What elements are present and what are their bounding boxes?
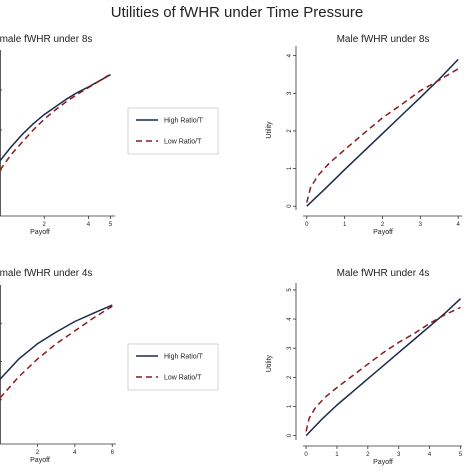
y-tick-label: 0 xyxy=(287,204,293,208)
y-tick-label: 4 xyxy=(287,53,293,57)
y-tick-label: 3 xyxy=(287,91,293,95)
x-tick-label: 2 xyxy=(36,450,40,456)
x-axis-title: Payoff xyxy=(30,229,50,236)
x-tick-label: 5 xyxy=(459,452,463,458)
panel-title: male fWHR under 4s xyxy=(0,268,92,279)
x-axis-title: Payoff xyxy=(30,457,50,464)
chart-panel: male fWHR under 4s 2 4 6 Payoff xyxy=(0,268,116,464)
legend-label: Low Ratio/T xyxy=(164,375,202,382)
series-line xyxy=(0,73,111,171)
figure-title: Utilities of fWHR under Time Pressure xyxy=(111,4,364,21)
x-tick-label: 3 xyxy=(419,222,423,228)
y-tick-label: 2 xyxy=(287,129,293,133)
x-tick-label: 2 xyxy=(381,222,385,228)
series-line xyxy=(305,298,462,437)
x-tick-label: 5 xyxy=(109,222,113,228)
x-tick-label: 3 xyxy=(397,452,401,458)
chart-panel: male fWHR under 8s 2 4 5 Payoff xyxy=(0,34,115,236)
x-axis-title: Payoff xyxy=(373,459,393,466)
chart-panel: Male fWHR under 8s 0 1 2 3 4 Payoff 0 1 2 3 4 Utilit… xyxy=(266,34,462,236)
legend-frame xyxy=(127,107,219,155)
x-tick-label: 4 xyxy=(457,222,461,228)
series-line xyxy=(0,304,113,380)
series-line xyxy=(0,73,111,162)
legend: High Ratio/T Low Ratio/T xyxy=(127,107,219,155)
legend-label: High Ratio/T xyxy=(164,118,204,125)
y-tick-label: 5 xyxy=(287,288,293,292)
y-axis-title: Utility xyxy=(266,354,273,372)
y-tick-label: 3 xyxy=(287,346,293,350)
series-line xyxy=(306,58,459,207)
chart-panel: Male fWHR under 4s 0 1 2 3 4 5 Payoff 0 1 2 3 4 5 Util… xyxy=(266,268,463,466)
series-line xyxy=(305,306,461,432)
panel-title: Male fWHR under 8s xyxy=(337,34,430,45)
legend-label: Low Ratio/T xyxy=(164,139,202,146)
x-tick-label: 4 xyxy=(87,222,91,228)
y-tick-label: 4 xyxy=(287,317,293,321)
y-tick-label: 1 xyxy=(287,166,293,170)
series-line xyxy=(0,305,113,399)
y-tick-label: 2 xyxy=(287,375,293,379)
x-tick-label: 4 xyxy=(73,450,77,456)
legend: High Ratio/T Low Ratio/T xyxy=(127,343,219,391)
panel-title: Male fWHR under 4s xyxy=(337,268,430,279)
y-axis-title: Utility xyxy=(266,121,273,139)
legend-label: High Ratio/T xyxy=(164,354,204,361)
x-tick-label: 2 xyxy=(366,452,370,458)
y-tick-label: 1 xyxy=(287,404,293,408)
x-tick-label: 4 xyxy=(428,452,432,458)
y-tick-label: 0 xyxy=(287,433,293,437)
x-tick-label: 1 xyxy=(335,452,339,458)
series-line xyxy=(306,68,459,203)
x-axis-title: Payoff xyxy=(373,229,393,236)
x-tick-label: 2 xyxy=(43,222,47,228)
x-tick-label: 0 xyxy=(305,222,309,228)
x-tick-label: 1 xyxy=(343,222,347,228)
x-tick-label: 6 xyxy=(111,450,115,456)
legend-frame xyxy=(127,343,219,391)
x-tick-label: 0 xyxy=(304,452,308,458)
panel-title: male fWHR under 8s xyxy=(0,34,92,45)
